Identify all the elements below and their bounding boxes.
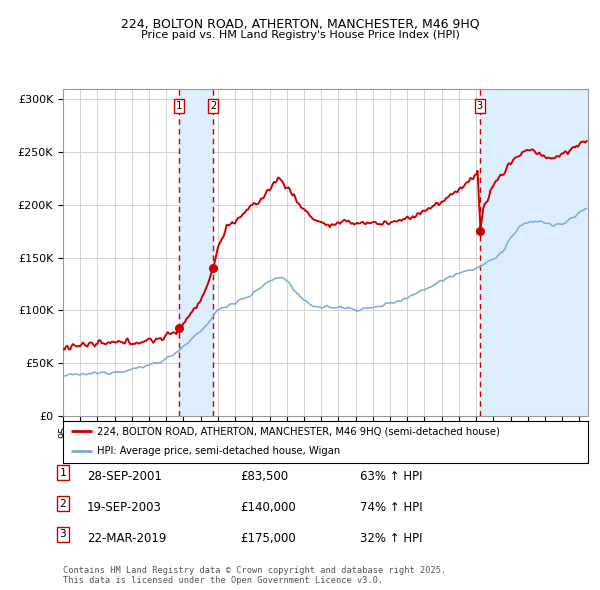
Bar [179, 88, 213, 416]
Text: 22-MAR-2019: 22-MAR-2019 [87, 532, 166, 545]
Text: 1: 1 [176, 101, 182, 111]
Text: Contains HM Land Registry data © Crown copyright and database right 2025.
This d: Contains HM Land Registry data © Crown c… [63, 566, 446, 585]
Text: £83,500: £83,500 [240, 470, 288, 483]
Text: £175,000: £175,000 [240, 532, 296, 545]
Text: 28-SEP-2001: 28-SEP-2001 [87, 470, 162, 483]
Text: 3: 3 [477, 101, 483, 111]
Text: 224, BOLTON ROAD, ATHERTON, MANCHESTER, M46 9HQ: 224, BOLTON ROAD, ATHERTON, MANCHESTER, … [121, 18, 479, 31]
Text: 224, BOLTON ROAD, ATHERTON, MANCHESTER, M46 9HQ (semi-detached house): 224, BOLTON ROAD, ATHERTON, MANCHESTER, … [97, 427, 500, 436]
Text: HPI: Average price, semi-detached house, Wigan: HPI: Average price, semi-detached house,… [97, 446, 340, 456]
Text: 74% ↑ HPI: 74% ↑ HPI [360, 501, 422, 514]
Text: 19-SEP-2003: 19-SEP-2003 [87, 501, 162, 514]
Text: 3: 3 [59, 529, 67, 539]
Text: 1: 1 [59, 468, 67, 478]
Text: 2: 2 [59, 499, 67, 509]
Text: 32% ↑ HPI: 32% ↑ HPI [360, 532, 422, 545]
Bar [480, 88, 588, 416]
Text: 2: 2 [210, 101, 216, 111]
Text: 63% ↑ HPI: 63% ↑ HPI [360, 470, 422, 483]
Text: £140,000: £140,000 [240, 501, 296, 514]
Text: Price paid vs. HM Land Registry's House Price Index (HPI): Price paid vs. HM Land Registry's House … [140, 30, 460, 40]
